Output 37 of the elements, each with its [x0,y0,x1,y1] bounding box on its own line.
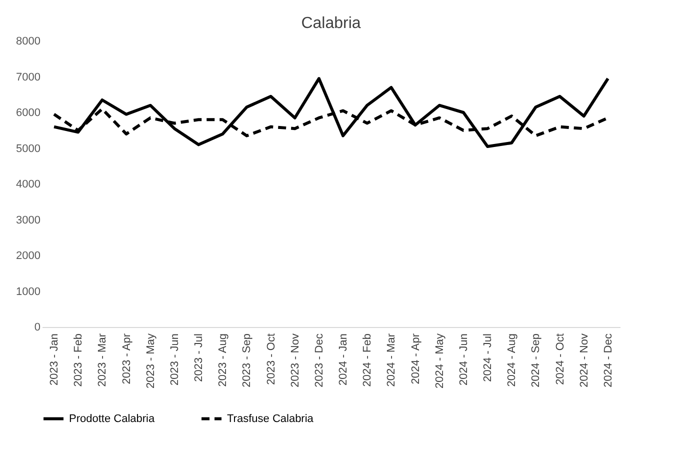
x-tick-label: 2024 - Jun [458,334,470,386]
x-tick-label: 2024 - Oct [554,334,566,385]
x-tick-label: 2023 - Feb [72,334,85,387]
x-tick-label: 2023 - Jun [168,334,181,386]
chart-title: Calabria [301,15,361,32]
x-tick-label: 2023 - Aug [217,334,230,387]
x-tick-label: 2024 - Feb [362,334,374,387]
y-tick-label: 7000 [16,71,40,84]
x-tick-label: 2023 - Sep [241,334,254,388]
x-tick-label: 2024 - Dec [602,333,614,388]
x-tick-label: 2023 - May [144,333,157,389]
y-tick-label: 8000 [16,36,40,48]
line-series [52,77,610,148]
y-tick-label: 2000 [16,250,40,262]
legend-label: Prodotte Calabria [69,412,156,425]
x-tick-label: 2024 - Jan [338,334,350,386]
x-tick-label: 2023 - Dec [313,333,326,388]
x-tick-label: 2023 - Mar [96,333,109,387]
x-tick-label: 2024 - Aug [506,334,518,387]
x-tick-label: 2024 - Mar [386,333,398,387]
y-tick-label: 5000 [16,142,40,155]
y-tick-label: 4000 [16,178,40,190]
y-tick-label: 1000 [16,286,40,298]
x-tick-label: 2024 - Sep [530,334,542,388]
x-tick-label: 2024 - May [434,333,446,389]
y-tick-label: 0 [34,322,40,334]
x-tick-label: 2023 - Jul [193,334,206,382]
legend-label: Trasfuse Calabria [227,412,314,425]
x-tick-label: 2023 - Oct [265,334,278,385]
x-tick-label: 2024 - Apr [410,333,422,384]
x-tick-label: 2024 - Jul [482,334,494,382]
x-tick-label: 2024 - Nov [578,333,590,388]
x-tick-label: 2023 - Apr [120,333,133,384]
y-tick-label: 3000 [16,214,40,226]
y-tick-label: 6000 [16,107,40,119]
x-tick-label: 2023 - Nov [289,333,302,388]
x-tick-label: 2023 - Jan [48,334,61,386]
